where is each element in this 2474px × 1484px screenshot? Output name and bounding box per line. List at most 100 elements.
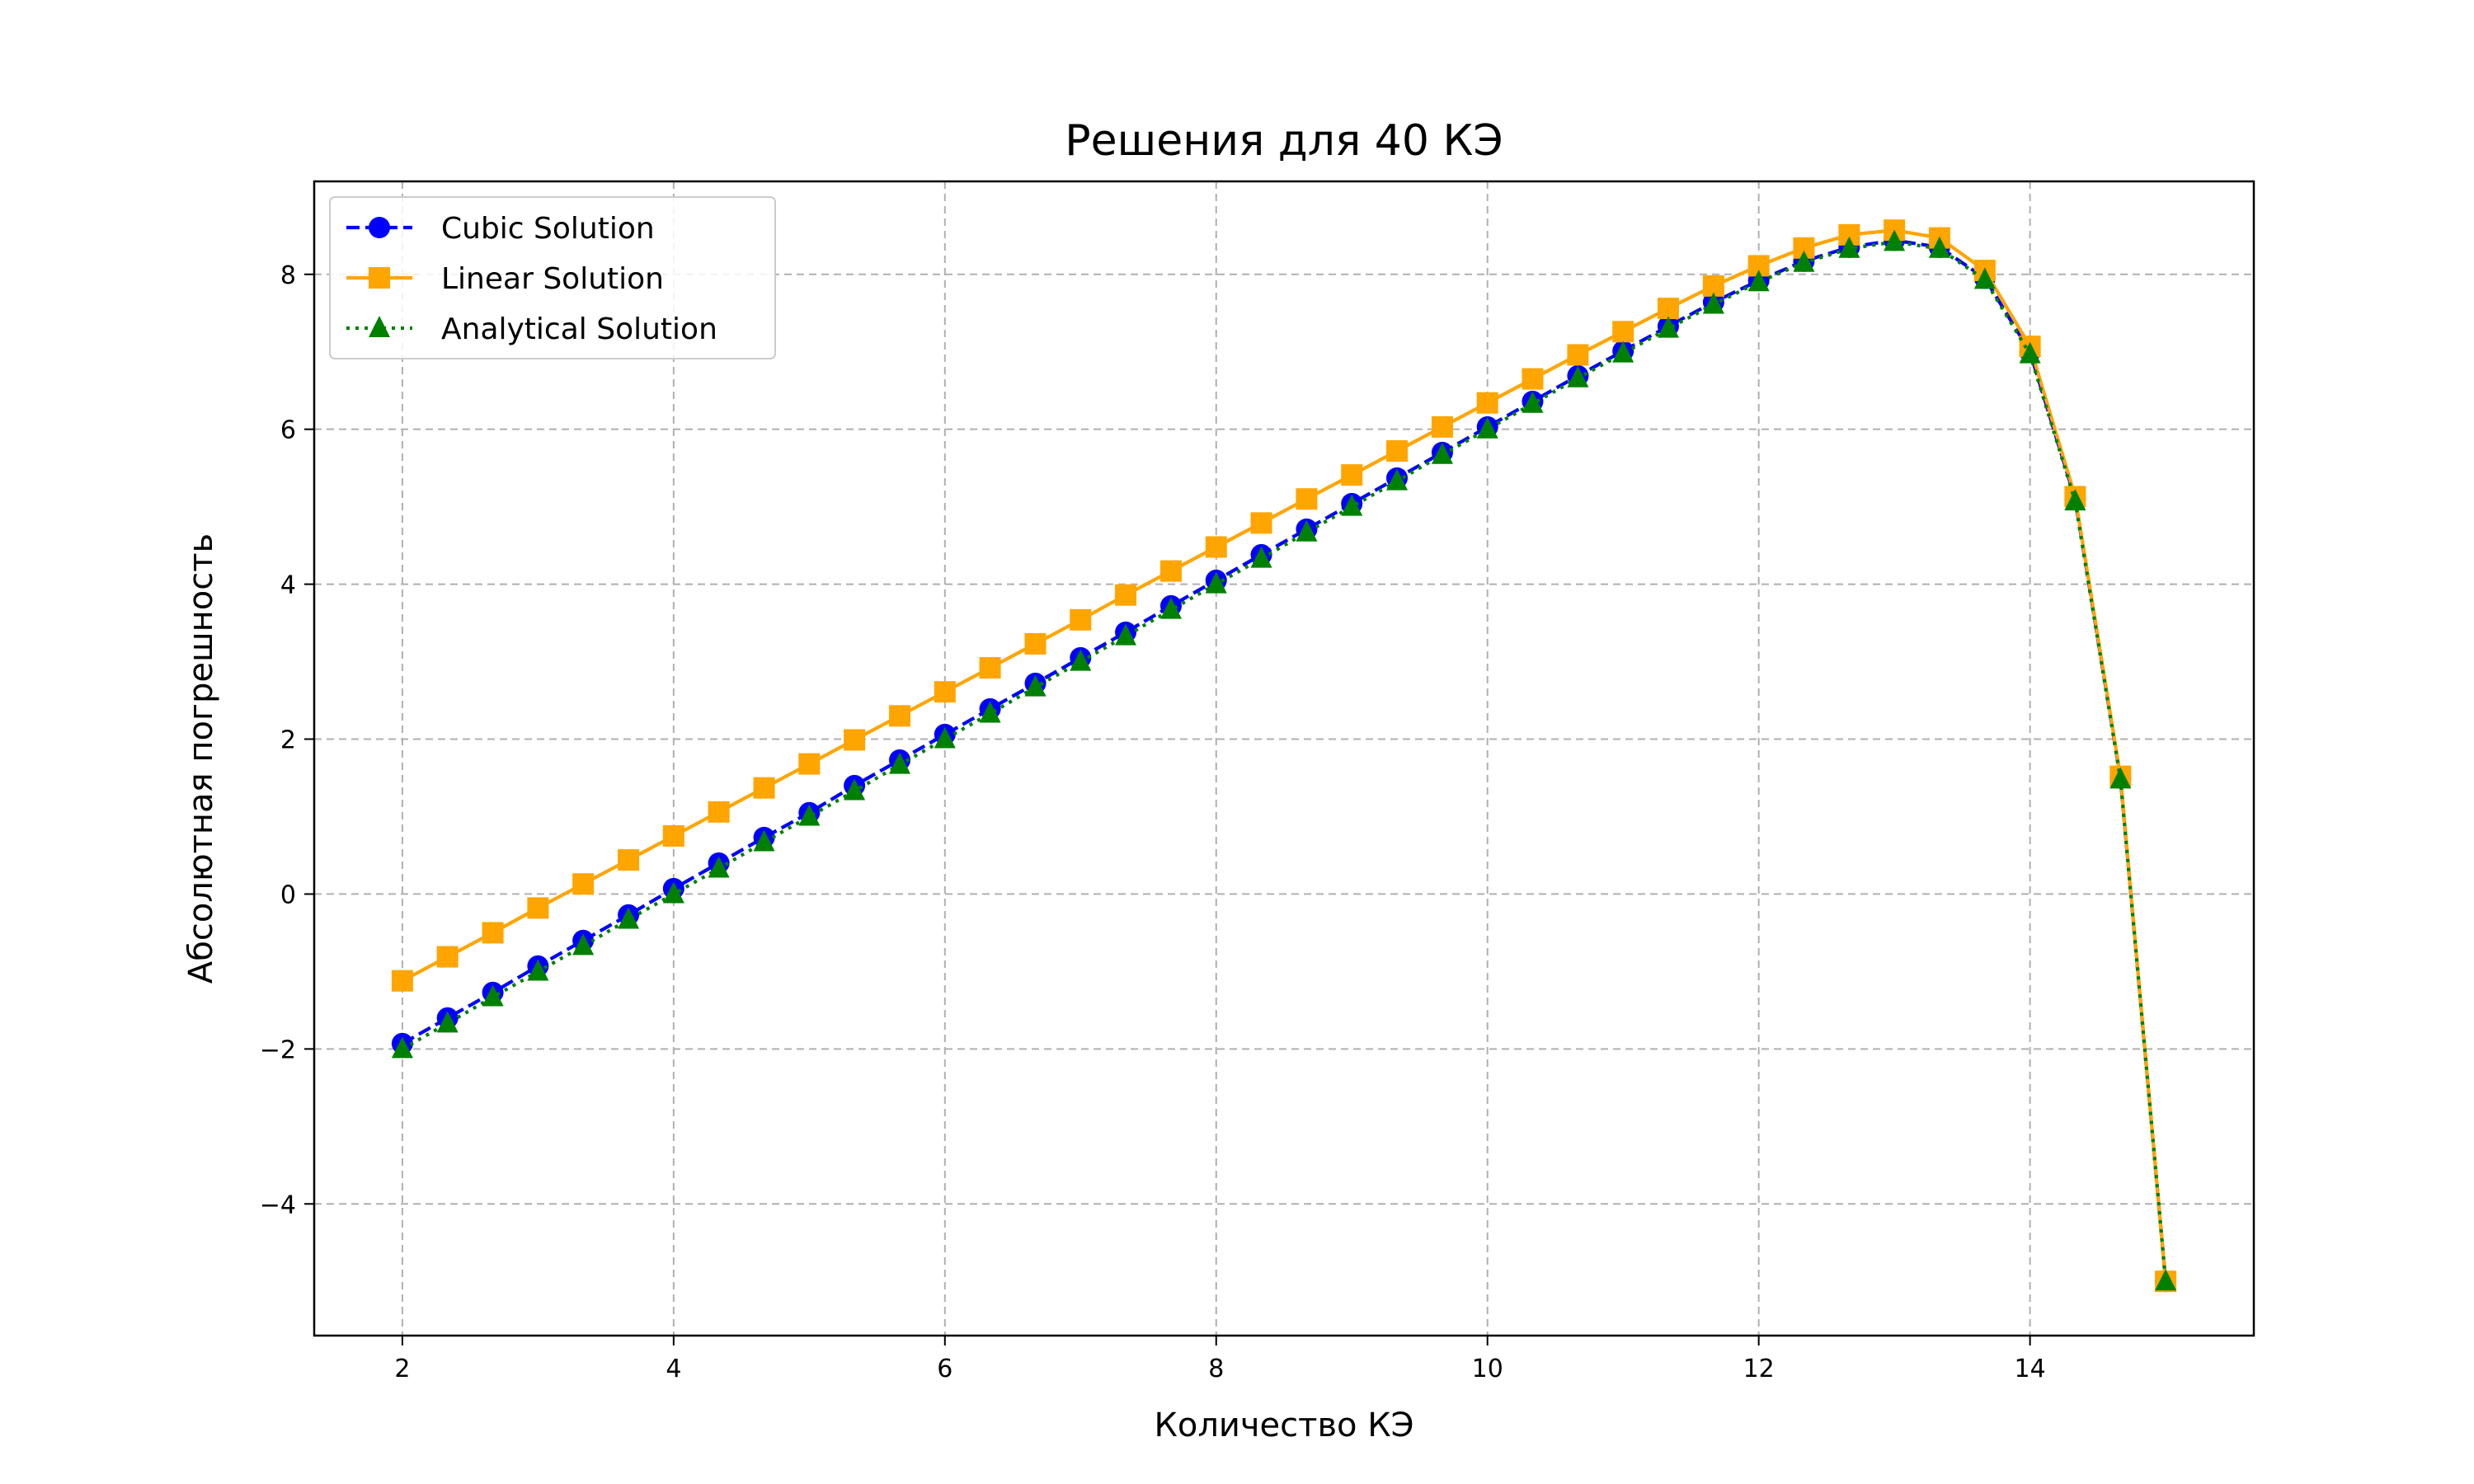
x-tick-label: 8 xyxy=(1208,1355,1224,1383)
legend-label: Linear Solution xyxy=(441,262,664,296)
data-point xyxy=(889,705,911,727)
data-point xyxy=(1522,391,1544,413)
data-point xyxy=(1341,464,1363,486)
data-point xyxy=(1296,519,1318,542)
data-point xyxy=(482,984,504,1007)
y-tick-label: 8 xyxy=(280,261,296,290)
series-line xyxy=(401,240,2168,1282)
data-point xyxy=(618,849,640,871)
data-point xyxy=(391,1036,413,1059)
data-point xyxy=(1476,392,1498,414)
data-point xyxy=(1386,468,1409,491)
data-point xyxy=(1070,649,1092,671)
y-tick-label: −4 xyxy=(260,1190,296,1219)
data-point xyxy=(1702,292,1724,314)
data-point xyxy=(1612,340,1634,363)
legend-marker xyxy=(369,267,390,289)
data-point xyxy=(1928,236,1950,258)
data-point xyxy=(1205,536,1227,558)
data-point xyxy=(1341,494,1363,516)
x-tick-label: 2 xyxy=(394,1355,410,1383)
data-point xyxy=(844,778,866,801)
y-tick-label: 6 xyxy=(280,416,296,445)
data-point xyxy=(436,946,459,968)
x-tick-label: 6 xyxy=(937,1355,952,1383)
data-point xyxy=(1024,632,1047,655)
legend-box xyxy=(329,196,776,359)
data-point xyxy=(1476,416,1498,439)
data-point xyxy=(527,959,549,981)
x-axis-label: Количество КЭ xyxy=(1154,1407,1413,1444)
data-point xyxy=(662,824,684,847)
data-point xyxy=(708,801,730,823)
data-point xyxy=(618,907,640,929)
data-point xyxy=(2109,767,2132,789)
data-point xyxy=(934,681,956,703)
data-point xyxy=(1747,270,1770,292)
data-point xyxy=(753,777,775,799)
data-point xyxy=(482,922,504,944)
data-point xyxy=(1296,488,1318,510)
legend-item: Analytical Solution xyxy=(346,312,717,346)
legend: Cubic Solution Linear Solution Analytical … xyxy=(329,196,776,359)
series-line xyxy=(401,228,2168,1282)
legend-label: Cubic Solution xyxy=(441,212,655,246)
series-1 xyxy=(391,219,2177,1293)
series-2 xyxy=(391,229,2177,1291)
data-point xyxy=(979,657,1001,679)
data-point xyxy=(1115,623,1137,646)
data-point xyxy=(2064,489,2086,511)
legend-label: Analytical Solution xyxy=(441,312,717,346)
data-point xyxy=(527,897,549,919)
data-point xyxy=(798,753,821,775)
data-point xyxy=(1431,416,1453,438)
x-tick-label: 14 xyxy=(2015,1355,2046,1383)
y-tick-label: −2 xyxy=(260,1036,296,1064)
data-point xyxy=(2019,341,2041,364)
data-point xyxy=(798,804,821,826)
data-point xyxy=(1567,344,1589,366)
data-point xyxy=(436,1011,459,1033)
data-point xyxy=(1884,229,1906,251)
y-axis-label: Абсолютная погрешность xyxy=(182,533,220,984)
data-point xyxy=(753,829,775,852)
data-point xyxy=(934,726,956,749)
chart-title: Решения для 40 КЭ xyxy=(1065,116,1503,166)
data-point xyxy=(1250,546,1272,568)
data-point xyxy=(1250,512,1272,534)
data-point xyxy=(2155,1269,2177,1291)
data-point xyxy=(844,729,866,751)
data-point xyxy=(1522,368,1544,390)
legend-item: Cubic Solution xyxy=(346,212,655,246)
data-point xyxy=(1024,674,1047,697)
data-point xyxy=(1115,584,1137,606)
x-tick-label: 4 xyxy=(666,1355,681,1383)
data-point xyxy=(1431,442,1453,464)
data-point xyxy=(1386,439,1409,462)
legend-item: Linear Solution xyxy=(346,262,664,296)
y-tick-label: 2 xyxy=(280,726,296,755)
data-point xyxy=(572,873,595,895)
y-tick-label: 0 xyxy=(280,881,296,909)
data-point xyxy=(1159,597,1182,619)
data-point xyxy=(1205,571,1227,594)
legend-marker xyxy=(369,217,390,238)
data-point xyxy=(1567,365,1589,387)
grid xyxy=(314,181,2254,1336)
data-point xyxy=(708,856,730,878)
series-layer xyxy=(391,219,2177,1293)
y-tick-label: 4 xyxy=(280,571,296,600)
x-tick-label: 10 xyxy=(1472,1355,1503,1383)
data-point xyxy=(889,752,911,774)
data-point xyxy=(1838,236,1860,258)
data-point xyxy=(1159,560,1182,582)
series-line xyxy=(401,238,2168,1282)
data-point xyxy=(979,701,1001,723)
data-point xyxy=(1973,267,1996,289)
data-point xyxy=(1070,608,1092,631)
data-point xyxy=(1612,321,1634,343)
data-point xyxy=(1657,316,1679,338)
plot-frame xyxy=(313,180,2255,1337)
x-tick-label: 12 xyxy=(1743,1355,1775,1383)
